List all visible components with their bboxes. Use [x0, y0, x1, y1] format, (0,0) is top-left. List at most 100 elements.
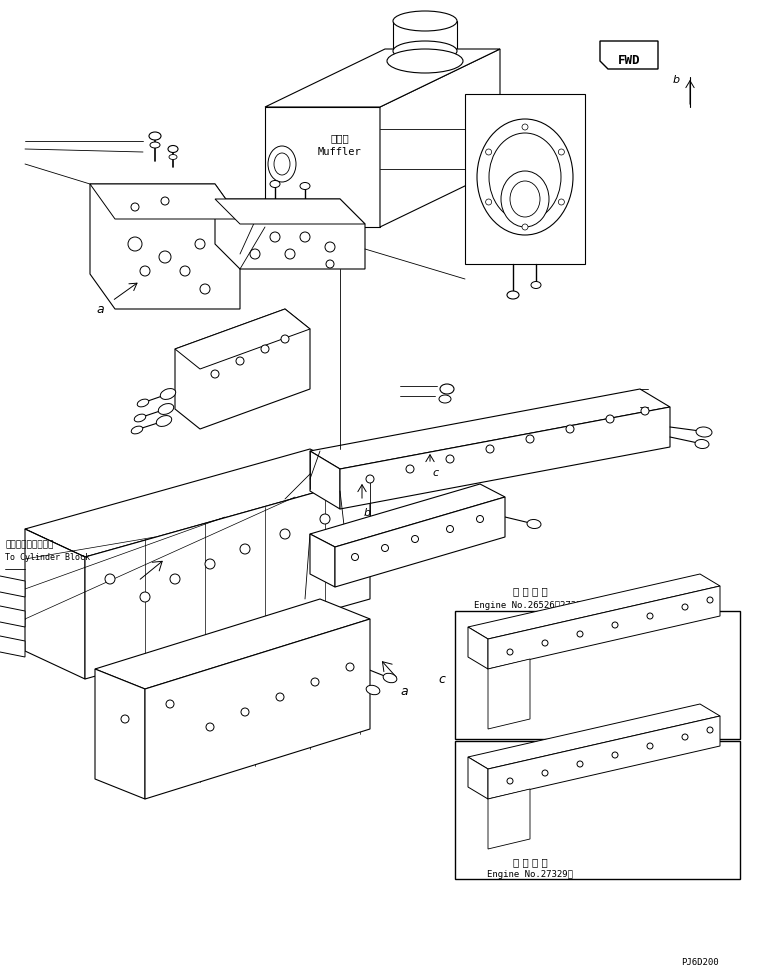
Polygon shape: [600, 42, 658, 70]
Polygon shape: [95, 600, 370, 689]
Circle shape: [366, 476, 374, 484]
Polygon shape: [468, 575, 720, 640]
Circle shape: [559, 150, 565, 156]
Circle shape: [128, 237, 142, 252]
Circle shape: [211, 370, 219, 379]
Ellipse shape: [300, 183, 310, 190]
Text: シリンダブロックへ: シリンダブロックへ: [5, 540, 53, 548]
Circle shape: [411, 536, 418, 543]
Polygon shape: [488, 659, 530, 730]
Text: b: b: [673, 75, 680, 85]
Text: 適 用 号 機: 適 用 号 機: [512, 857, 547, 866]
Circle shape: [526, 435, 534, 444]
Polygon shape: [488, 716, 720, 799]
Text: To Cylinder Block: To Cylinder Block: [5, 552, 90, 561]
Circle shape: [486, 150, 492, 156]
Polygon shape: [215, 200, 365, 225]
Ellipse shape: [393, 12, 457, 32]
Polygon shape: [0, 574, 25, 597]
Text: FWD: FWD: [618, 53, 641, 67]
Polygon shape: [265, 50, 500, 108]
Ellipse shape: [168, 146, 178, 153]
Circle shape: [382, 545, 389, 552]
Circle shape: [206, 723, 214, 732]
Ellipse shape: [169, 155, 177, 160]
Polygon shape: [310, 484, 505, 547]
Ellipse shape: [501, 172, 549, 228]
Text: マフラ: マフラ: [331, 133, 349, 142]
Polygon shape: [175, 310, 310, 369]
Ellipse shape: [507, 292, 519, 299]
Circle shape: [647, 743, 653, 749]
Ellipse shape: [387, 50, 463, 74]
Polygon shape: [310, 535, 335, 587]
Circle shape: [261, 346, 269, 354]
Circle shape: [200, 285, 210, 295]
Polygon shape: [25, 450, 370, 557]
Circle shape: [647, 613, 653, 619]
Circle shape: [280, 529, 290, 540]
Circle shape: [320, 515, 330, 524]
Polygon shape: [0, 634, 25, 657]
Polygon shape: [310, 390, 670, 470]
Polygon shape: [90, 185, 240, 310]
Text: c: c: [432, 467, 438, 478]
Polygon shape: [488, 789, 530, 849]
Circle shape: [446, 455, 454, 463]
Ellipse shape: [270, 181, 280, 188]
Circle shape: [559, 200, 565, 205]
Circle shape: [486, 200, 492, 205]
Circle shape: [577, 632, 583, 638]
Text: b: b: [364, 508, 371, 517]
Circle shape: [486, 446, 494, 453]
Text: Engine No.27329～: Engine No.27329～: [487, 869, 573, 878]
Polygon shape: [175, 310, 310, 429]
Polygon shape: [25, 529, 85, 679]
Polygon shape: [380, 50, 500, 228]
Circle shape: [542, 641, 548, 646]
Polygon shape: [468, 757, 488, 799]
Polygon shape: [468, 627, 488, 670]
Ellipse shape: [160, 390, 176, 400]
Text: c: c: [439, 672, 446, 686]
Circle shape: [325, 243, 335, 253]
Circle shape: [105, 575, 115, 584]
Polygon shape: [468, 704, 720, 769]
Circle shape: [542, 770, 548, 776]
Circle shape: [270, 233, 280, 243]
Circle shape: [180, 266, 190, 277]
Text: a: a: [96, 303, 104, 316]
Text: PJ6D200: PJ6D200: [681, 957, 719, 966]
Circle shape: [707, 728, 713, 734]
Bar: [465, 95, 585, 265]
Circle shape: [507, 649, 513, 655]
Polygon shape: [145, 619, 370, 799]
Circle shape: [170, 575, 180, 584]
Ellipse shape: [150, 142, 160, 149]
Circle shape: [522, 225, 528, 231]
Circle shape: [507, 778, 513, 784]
Polygon shape: [90, 185, 240, 220]
Circle shape: [682, 605, 688, 610]
Circle shape: [351, 554, 358, 561]
Ellipse shape: [489, 134, 561, 222]
Circle shape: [682, 735, 688, 740]
Text: Muffler: Muffler: [318, 147, 362, 157]
Bar: [455, 741, 740, 879]
Circle shape: [240, 545, 250, 554]
Circle shape: [121, 715, 129, 723]
Polygon shape: [0, 604, 25, 627]
Ellipse shape: [137, 399, 149, 407]
Ellipse shape: [440, 385, 454, 394]
Ellipse shape: [274, 154, 290, 175]
Polygon shape: [310, 452, 340, 510]
Circle shape: [140, 266, 150, 277]
Ellipse shape: [439, 395, 451, 403]
Ellipse shape: [149, 133, 161, 141]
Circle shape: [300, 233, 310, 243]
Circle shape: [406, 465, 414, 474]
Ellipse shape: [695, 440, 709, 449]
Circle shape: [522, 125, 528, 131]
Polygon shape: [95, 670, 145, 799]
Circle shape: [276, 693, 284, 702]
